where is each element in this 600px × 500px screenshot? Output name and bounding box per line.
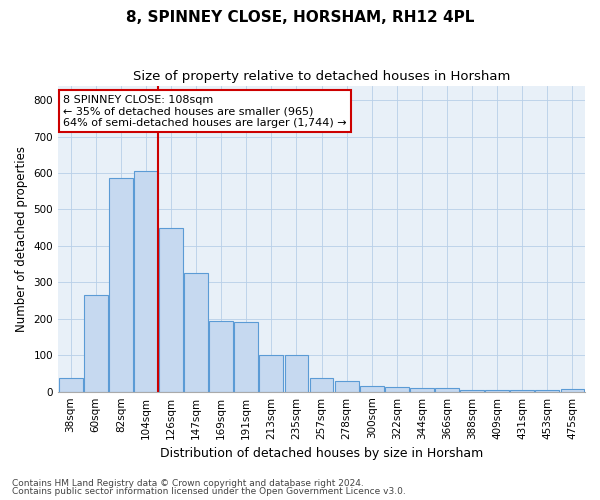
Text: Contains HM Land Registry data © Crown copyright and database right 2024.: Contains HM Land Registry data © Crown c… [12, 478, 364, 488]
Bar [259, 355, 283, 392]
Bar [360, 386, 383, 392]
Bar [385, 387, 409, 392]
Bar [109, 178, 133, 392]
Bar [435, 388, 459, 392]
Bar [134, 171, 158, 392]
Bar [235, 322, 258, 392]
Bar [485, 390, 509, 392]
Bar [335, 380, 359, 392]
X-axis label: Distribution of detached houses by size in Horsham: Distribution of detached houses by size … [160, 447, 483, 460]
Bar [410, 388, 434, 392]
Bar [184, 273, 208, 392]
Y-axis label: Number of detached properties: Number of detached properties [15, 146, 28, 332]
Bar [511, 390, 534, 392]
Bar [84, 295, 107, 392]
Text: Contains public sector information licensed under the Open Government Licence v3: Contains public sector information licen… [12, 487, 406, 496]
Bar [560, 389, 584, 392]
Bar [59, 378, 83, 392]
Text: 8, SPINNEY CLOSE, HORSHAM, RH12 4PL: 8, SPINNEY CLOSE, HORSHAM, RH12 4PL [126, 10, 474, 25]
Text: 8 SPINNEY CLOSE: 108sqm
← 35% of detached houses are smaller (965)
64% of semi-d: 8 SPINNEY CLOSE: 108sqm ← 35% of detache… [64, 94, 347, 128]
Title: Size of property relative to detached houses in Horsham: Size of property relative to detached ho… [133, 70, 510, 83]
Bar [535, 390, 559, 392]
Bar [284, 355, 308, 392]
Bar [310, 378, 334, 392]
Bar [460, 390, 484, 392]
Bar [209, 320, 233, 392]
Bar [159, 228, 183, 392]
